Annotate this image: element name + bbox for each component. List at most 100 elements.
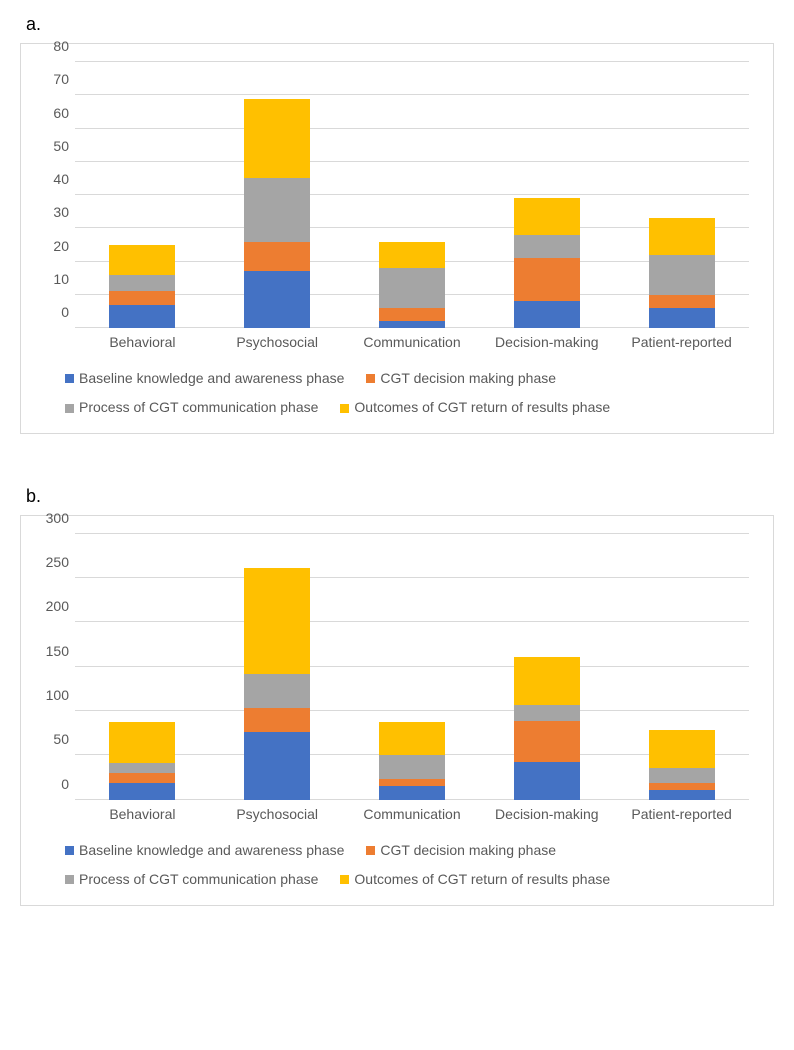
bar-segment-process [514,235,580,258]
y-tick-label: 200 [35,598,69,614]
y-tick-label: 150 [35,643,69,659]
y-tick-label: 60 [35,105,69,121]
legend-item-baseline: Baseline knowledge and awareness phase [65,364,344,393]
bar-segment-baseline [514,301,580,328]
bar-stack [649,218,715,328]
bar-stack [244,99,310,328]
bar-slot [614,218,749,328]
legend-label: Outcomes of CGT return of results phase [354,865,610,894]
bar-segment-decision [244,708,310,732]
bar-segment-baseline [379,786,445,799]
y-tick-label: 100 [35,687,69,703]
bar-stack [379,242,445,328]
bar-segment-decision [649,295,715,308]
bar-stack [109,722,175,800]
chart-b-legend: Baseline knowledge and awareness phase CG… [65,836,759,895]
bar-segment-outcomes [379,722,445,755]
legend-swatch [65,404,74,413]
bar-slot [75,245,210,328]
legend-label: CGT decision making phase [380,364,556,393]
x-label: Psychosocial [210,806,345,822]
x-label: Decision-making [479,334,614,350]
bar-segment-outcomes [244,99,310,179]
y-tick-label: 80 [35,38,69,54]
legend-swatch [65,846,74,855]
bar-segment-baseline [379,321,445,328]
legend-swatch [65,374,74,383]
bar-segment-baseline [109,783,175,800]
legend-swatch [366,846,375,855]
bar-stack [244,568,310,799]
bar-segment-decision [649,783,715,790]
legend-item-decision: CGT decision making phase [366,836,556,865]
legend-label: Process of CGT communication phase [79,865,318,894]
panel-a-label: a. [26,14,774,35]
bars-row [75,534,749,800]
chart-a-x-axis: BehavioralPsychosocialCommunicationDecis… [75,334,749,350]
bar-segment-decision [244,242,310,272]
bar-segment-decision [109,291,175,304]
page: a. 01020304050607080 BehavioralPsychosoc… [0,0,794,926]
bar-segment-baseline [514,762,580,800]
y-tick-label: 50 [35,138,69,154]
bar-segment-decision [379,779,445,787]
legend-swatch [340,404,349,413]
bar-segment-process [244,674,310,708]
bar-segment-decision [379,308,445,321]
legend-label: CGT decision making phase [380,836,556,865]
chart-b-x-axis: BehavioralPsychosocialCommunicationDecis… [75,806,749,822]
y-tick-label: 250 [35,554,69,570]
bar-segment-baseline [649,790,715,800]
legend-item-decision: CGT decision making phase [366,364,556,393]
legend-swatch [65,875,74,884]
chart-b: 050100150200250300 BehavioralPsychosocia… [20,515,774,906]
legend-swatch [340,875,349,884]
bar-stack [109,245,175,328]
bar-segment-baseline [244,732,310,800]
chart-a-legend: Baseline knowledge and awareness phase CG… [65,364,759,423]
bar-slot [345,722,480,800]
legend-label: Process of CGT communication phase [79,393,318,422]
x-label: Patient-reported [614,334,749,350]
bar-segment-outcomes [649,730,715,768]
chart-a: 01020304050607080 BehavioralPsychosocial… [20,43,774,434]
bar-segment-baseline [649,308,715,328]
bar-segment-process [379,268,445,308]
bar-segment-process [649,255,715,295]
bar-slot [210,568,345,799]
y-tick-label: 0 [35,776,69,792]
bar-stack [379,722,445,800]
bar-slot [75,722,210,800]
legend-item-process: Process of CGT communication phase [65,393,318,422]
y-tick-label: 70 [35,71,69,87]
bar-stack [514,198,580,328]
legend-label: Baseline knowledge and awareness phase [79,836,344,865]
x-label: Behavioral [75,806,210,822]
x-label: Communication [345,806,480,822]
chart-a-plot-area: 01020304050607080 [75,62,749,328]
bar-slot [614,730,749,800]
x-label: Patient-reported [614,806,749,822]
legend-item-process: Process of CGT communication phase [65,865,318,894]
y-tick-label: 50 [35,731,69,747]
bar-segment-process [649,768,715,783]
bar-segment-outcomes [244,568,310,674]
bar-segment-process [379,755,445,779]
x-label: Communication [345,334,480,350]
bar-slot [345,242,480,328]
y-tick-label: 40 [35,171,69,187]
legend-item-outcomes: Outcomes of CGT return of results phase [340,865,610,894]
bar-slot [210,99,345,328]
legend-item-outcomes: Outcomes of CGT return of results phase [340,393,610,422]
y-tick-label: 0 [35,304,69,320]
legend-label: Baseline knowledge and awareness phase [79,364,344,393]
bar-segment-baseline [244,271,310,328]
bar-segment-outcomes [649,218,715,255]
panel-b-label: b. [26,486,774,507]
legend-item-baseline: Baseline knowledge and awareness phase [65,836,344,865]
bar-slot [479,657,614,800]
legend-label: Outcomes of CGT return of results phase [354,393,610,422]
x-label: Decision-making [479,806,614,822]
bar-segment-outcomes [109,245,175,275]
bar-segment-baseline [109,305,175,328]
